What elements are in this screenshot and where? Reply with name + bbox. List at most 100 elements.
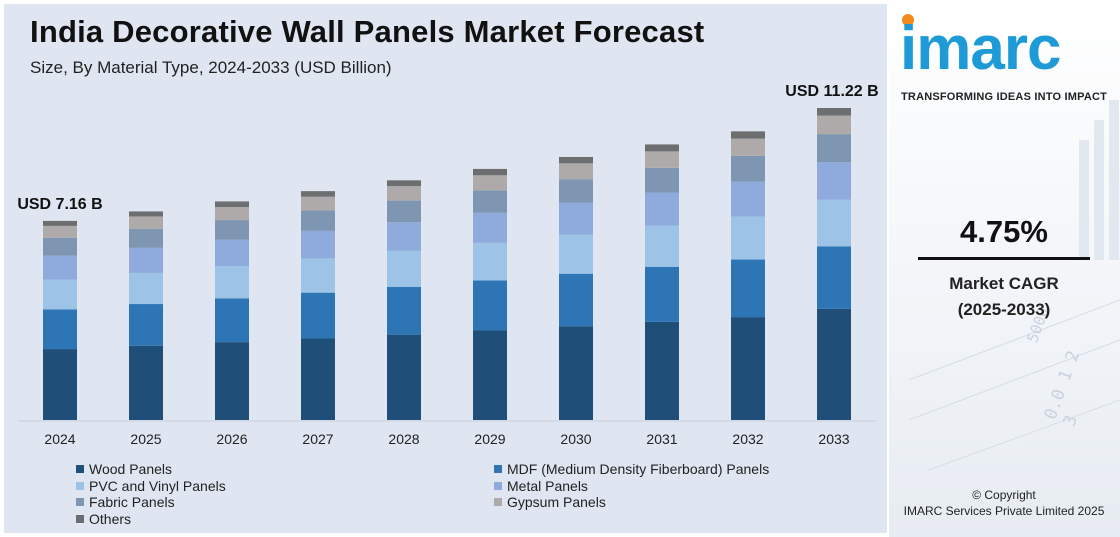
bar-segment — [559, 179, 593, 203]
data-label: USD 7.16 B — [17, 196, 102, 213]
logo-dot — [902, 14, 914, 26]
bar-segment — [301, 230, 335, 259]
x-tick-label: 2029 — [474, 431, 505, 447]
bar-segment — [387, 334, 421, 420]
bar-segment — [215, 265, 249, 299]
bar-segment — [731, 181, 765, 217]
bar-segment — [473, 242, 507, 281]
x-tick-label: 2025 — [130, 431, 161, 447]
bar-segment — [645, 225, 679, 267]
bar-segment — [43, 225, 77, 238]
bar-segment — [473, 175, 507, 191]
bar-segment — [215, 239, 249, 266]
cagr-label: Market CAGR (2025-2033) — [918, 271, 1090, 323]
bar-segment — [645, 144, 679, 152]
bar-segment — [387, 222, 421, 251]
bar-segment — [473, 190, 507, 213]
legend-swatch — [76, 465, 84, 473]
bar-segment — [645, 151, 679, 168]
bar-segment — [43, 237, 77, 256]
bar-segment — [43, 349, 77, 420]
chart-subtitle: Size, By Material Type, 2024-2033 (USD B… — [30, 58, 392, 77]
bar-segment — [559, 202, 593, 235]
bar-segment — [817, 115, 851, 135]
bar-segment — [473, 212, 507, 243]
bar-segment — [387, 286, 421, 335]
legend-item: Metal Panels — [494, 478, 588, 494]
bar-segment — [387, 200, 421, 223]
bar-segment — [215, 220, 249, 240]
brand-tagline: TRANSFORMING IDEAS INTO IMPACT — [901, 91, 1108, 103]
bar-segment — [215, 298, 249, 343]
bar-segment — [215, 201, 249, 207]
background-decoration — [908, 100, 1120, 471]
bar-segment — [387, 250, 421, 287]
stacked-bar-chart: 2024 2025 2026 2027 2028 2029 2030 2031 2032 2033… — [17, 83, 878, 447]
bar-segment — [645, 192, 679, 226]
bar-segment — [559, 163, 593, 180]
bar-segment — [387, 180, 421, 187]
bar-segment — [43, 220, 77, 226]
bar-segment — [817, 308, 851, 420]
bar-segment — [301, 210, 335, 231]
x-tick-label: 2026 — [216, 431, 247, 447]
legend-swatch — [494, 498, 502, 507]
legend-swatch — [76, 498, 84, 507]
bar-segment — [129, 228, 163, 248]
bar-segment — [731, 155, 765, 182]
bar-segment — [301, 196, 335, 211]
bar-segment — [817, 134, 851, 163]
bar-segment — [301, 338, 335, 420]
imarc-logo: imarc — [900, 14, 1061, 83]
legend-item: PVC and Vinyl Panels — [76, 478, 226, 494]
bar-segment — [473, 280, 507, 331]
cagr-label-line2: (2025-2033) — [957, 300, 1051, 319]
bar-segment — [301, 292, 335, 339]
legend-item: Wood Panels — [76, 461, 172, 477]
bar-segment — [43, 309, 77, 350]
legend-label: MDF (Medium Density Fiberboard) Panels — [507, 461, 770, 477]
legend-swatch — [76, 481, 84, 490]
legend-item: MDF (Medium Density Fiberboard) Panels — [494, 461, 769, 477]
bar-segment — [731, 138, 765, 156]
bar-segment — [129, 272, 163, 305]
bar-segment — [473, 168, 507, 176]
bar-segment — [387, 186, 421, 201]
legend-label: Wood Panels — [89, 461, 173, 477]
legend-swatch — [494, 481, 502, 490]
legend-label: Metal Panels — [507, 477, 588, 494]
bar-segment — [129, 345, 163, 420]
bar-segment — [129, 211, 163, 217]
bar-segment — [129, 304, 163, 346]
x-tick-label: 2024 — [44, 431, 75, 447]
legend-item: Others — [76, 511, 131, 527]
bar-segment — [559, 156, 593, 164]
bar-segment — [559, 273, 593, 327]
x-tick-label: 2027 — [302, 431, 333, 447]
chart-title: India Decorative Wall Panels Market Fore… — [30, 14, 705, 49]
x-tick-label: 2028 — [388, 431, 419, 447]
bar-segment — [559, 326, 593, 420]
bar-segment — [731, 259, 765, 318]
bar-segment — [645, 321, 679, 420]
bar-segment — [215, 206, 249, 221]
bar-segment — [817, 246, 851, 309]
bar-segment — [129, 216, 163, 229]
cagr-value: 4.75% — [960, 214, 1048, 249]
bar-segment — [731, 317, 765, 420]
bar-segment — [559, 234, 593, 274]
bar-segment — [731, 216, 765, 260]
x-tick-label: 2031 — [646, 431, 677, 447]
bar-segment — [301, 191, 335, 197]
legend-swatch — [76, 515, 84, 524]
x-tick-label: 2030 — [560, 431, 591, 447]
x-tick-label: 2033 — [818, 431, 849, 447]
copyright-line2: IMARC Services Private Limited 2025 — [903, 504, 1105, 518]
bar-segment — [215, 342, 249, 420]
cagr-divider — [918, 257, 1090, 260]
bar-segment — [817, 108, 851, 116]
legend-label: PVC and Vinyl Panels — [89, 477, 226, 494]
bar-segment — [301, 258, 335, 293]
side-panel — [889, 0, 1120, 537]
copyright-line1: © Copyright — [972, 488, 1036, 502]
